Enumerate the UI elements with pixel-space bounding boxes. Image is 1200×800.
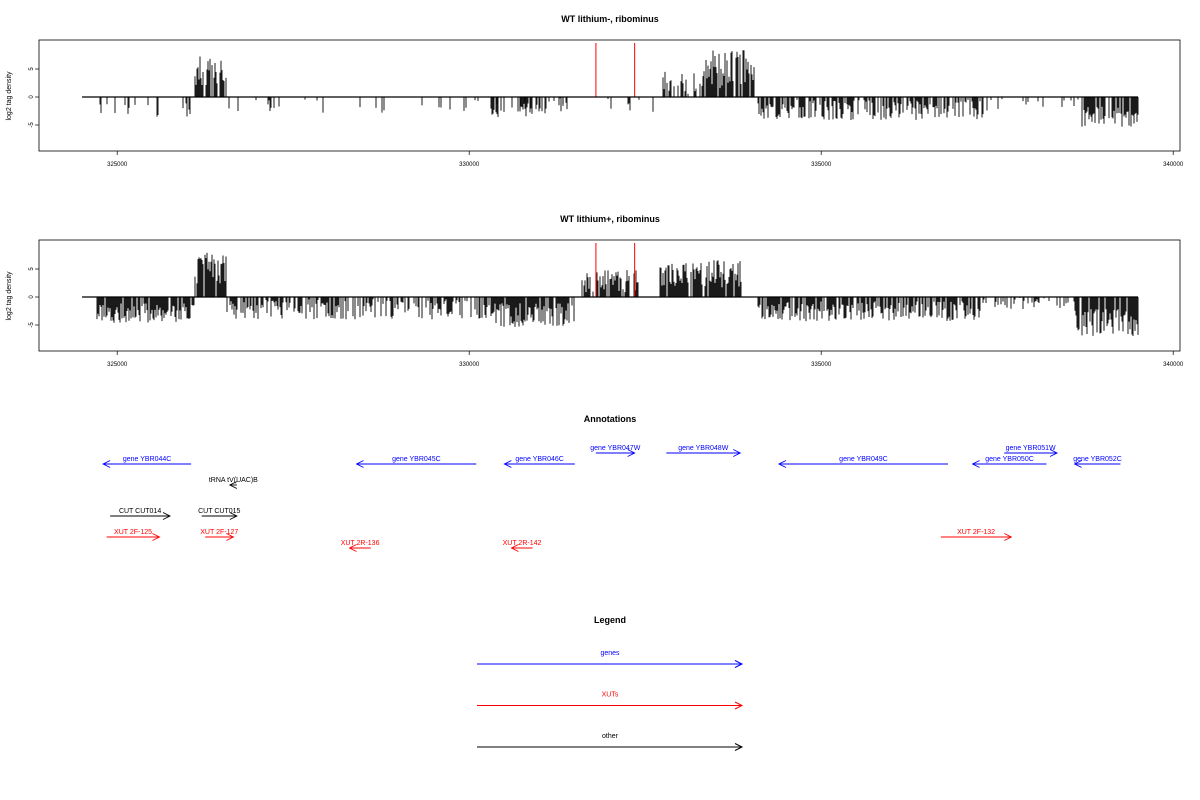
panel-2-bars	[96, 252, 1139, 337]
panel-1-bars	[99, 50, 1139, 127]
feature-label: gene YBR045C	[392, 456, 441, 463]
panel-1-x-axis: 325000 330000 335000 340000	[107, 151, 1184, 168]
feature-gene-ybr052c: gene YBR052C	[1073, 456, 1122, 468]
x-tick-label: 340000	[1163, 362, 1184, 368]
annotation-features: gene YBR044C gene YBR045C gene YBR046C gene…	[102, 445, 1122, 552]
feature-label: CUT CUT015	[198, 508, 240, 515]
feature-arrow-head	[355, 460, 364, 468]
feature-label: XUT 2R-142	[503, 540, 542, 547]
feature-gene-ybr049c: gene YBR049C	[777, 456, 948, 468]
feature-label: tRNA tV(UAC)B	[209, 477, 258, 484]
y-tick-label: 0	[29, 95, 35, 99]
legend-arrow-head	[734, 660, 744, 668]
feature-arrow-head	[627, 449, 636, 457]
y-tick-label: -5	[29, 322, 35, 328]
legend-arrow-head	[734, 743, 744, 751]
feature-label: gene YBR046C	[515, 456, 564, 463]
legend-item-xuts: XUTs	[477, 692, 744, 710]
feature-label: gene YBR052C	[1073, 456, 1122, 463]
legend-label: XUTs	[602, 692, 619, 699]
feature-gene-ybr050c: gene YBR050C	[971, 456, 1047, 468]
feature-xut-2f-127: XUT 2F-127	[200, 529, 238, 541]
panel-1-ylabel: log2 tag density	[6, 71, 13, 121]
feature-label: XUT 2F-125	[114, 529, 152, 536]
x-tick-label: 340000	[1163, 162, 1184, 168]
legend-label: genes	[600, 650, 620, 657]
feature-xut-2f-132: XUT 2F-132	[940, 529, 1013, 541]
feature-arrow-head	[777, 460, 787, 468]
legend-items: genes XUTs other	[477, 650, 744, 751]
feature-xut-2r-142: XUT 2R-142	[503, 540, 542, 552]
feature-arrow-head	[348, 544, 357, 552]
feature-arrow-head	[971, 460, 980, 468]
legend-item-other: other	[477, 733, 744, 751]
x-tick-label: 330000	[459, 162, 480, 168]
annotations-title: Annotations	[584, 414, 637, 424]
legend-item-genes: genes	[477, 650, 744, 668]
feature-label: gene YBR049C	[839, 456, 888, 463]
feature-label: gene YBR044C	[123, 456, 172, 463]
feature-label: XUT 2R-136	[341, 540, 380, 547]
annotations-panel: Annotations gene YBR044C gene YBR045C gene…	[102, 414, 1122, 552]
feature-cut-cut015: CUT CUT015	[198, 508, 241, 520]
panel-2-title: WT lithium+, ribominus	[560, 214, 660, 224]
panel-1-title: WT lithium-, ribominus	[561, 14, 659, 24]
feature-arrow-head	[1004, 533, 1013, 541]
legend-title: Legend	[594, 615, 626, 625]
legend-arrow-head	[734, 701, 744, 710]
panel-1: WT lithium-, ribominus 325000 330000 33500…	[6, 14, 1184, 168]
x-tick-label: 325000	[107, 162, 128, 168]
y-tick-label: 0	[29, 295, 35, 299]
feature-gene-ybr051w: gene YBR051W	[1004, 445, 1059, 457]
feature-label: CUT CUT014	[119, 508, 161, 515]
feature-label: XUT 2F-127	[200, 529, 238, 536]
feature-cut-cut014: CUT CUT014	[110, 508, 172, 520]
y-tick-label: -5	[29, 122, 35, 128]
feature-label: gene YBR048W	[678, 445, 728, 452]
feature-label: gene YBR047W	[590, 445, 640, 452]
panel-1-frame	[38, 39, 1181, 152]
feature-gene-ybr044c: gene YBR044C	[102, 456, 192, 468]
feature-gene-ybr048w: gene YBR048W	[666, 445, 742, 457]
panel-1-y-axis: 5 0 -5	[29, 67, 39, 128]
feature-arrow-head	[1073, 460, 1082, 468]
panel-2-ylabel: log2 tag density	[6, 271, 13, 321]
feature-arrow-head	[1049, 449, 1059, 457]
feature-arrow-head	[733, 449, 742, 457]
feature-label: gene YBR051W	[1006, 445, 1056, 452]
panel-2-y-axis: 5 0 -5	[29, 267, 39, 328]
feature-arrow-head	[510, 544, 519, 552]
feature-gene-ybr045c: gene YBR045C	[355, 456, 477, 468]
feature-gene-ybr046c: gene YBR046C	[503, 456, 575, 468]
x-tick-label: 325000	[107, 362, 128, 368]
panel-2-frame	[38, 239, 1181, 352]
legend: Legend genes XUTs other	[477, 615, 744, 751]
panel-2-markers	[595, 243, 636, 297]
feature-xut-2r-136: XUT 2R-136	[341, 540, 380, 552]
y-tick-label: 5	[29, 267, 35, 271]
feature-arrow-head	[228, 481, 238, 489]
panel-2: WT lithium+, ribominus 325000 330000 33500…	[6, 214, 1184, 368]
feature-label: gene YBR050C	[985, 456, 1034, 463]
feature-arrow-head	[503, 460, 512, 468]
x-tick-label: 335000	[811, 362, 832, 368]
feature-arrow-head	[226, 533, 235, 541]
x-tick-label: 330000	[459, 362, 480, 368]
feature-label: XUT 2F-132	[957, 529, 995, 536]
feature-arrow-head	[229, 512, 238, 520]
panel-2-x-axis: 325000 330000 335000 340000	[107, 351, 1184, 368]
y-tick-label: 5	[29, 67, 35, 71]
feature-trna-tv-uac-b: tRNA tV(UAC)B	[209, 477, 258, 489]
legend-label: other	[602, 733, 619, 740]
feature-arrow-head	[162, 512, 172, 520]
feature-gene-ybr047w: gene YBR047W	[590, 445, 641, 457]
feature-arrow-head	[102, 460, 111, 468]
feature-arrow-head	[152, 533, 161, 541]
x-tick-label: 335000	[811, 162, 832, 168]
feature-xut-2f-125: XUT 2F-125	[106, 529, 161, 541]
panel-1-markers	[595, 43, 636, 97]
